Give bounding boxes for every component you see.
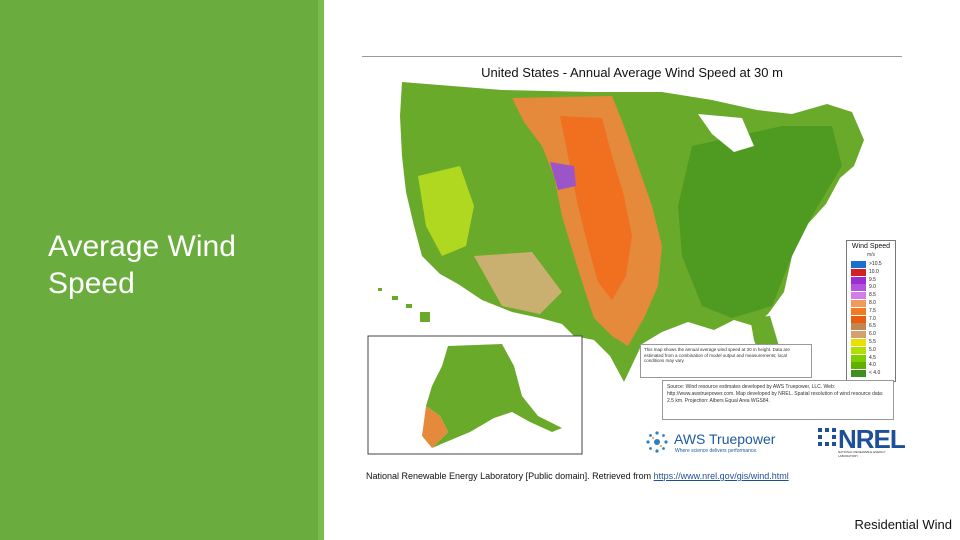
legend-swatch [851,331,866,339]
legend-entry: 8.5 [851,292,891,300]
legend-swatch [851,362,866,370]
legend-entry: 7.5 [851,307,891,316]
legend-unit: m/s [866,252,876,258]
legend-swatch [851,268,866,276]
legend-entry: 4.0 [851,362,891,370]
legend-label: 6.0 [869,331,876,338]
legend-label: 5.0 [869,346,876,353]
legend-entry: >10.5 [851,261,891,269]
legend-swatch [851,315,866,323]
legend-label: 10.0 [869,268,879,275]
legend-swatch [851,339,866,346]
legend-swatch [851,370,866,378]
legend-label: 7.0 [869,315,876,322]
legend-label: 4.0 [869,362,876,369]
legend-label: 7.5 [869,307,876,314]
map-title: United States - Annual Average Wind Spee… [481,65,783,80]
legend-swatch [851,354,866,362]
nrel-grid-icon [818,428,836,446]
sidebar-stripe [318,0,324,540]
map-divider [362,56,902,57]
caption-link[interactable]: https://www.nrel.gov/gis/wind.html [653,471,789,481]
legend-entry: 6.5 [851,323,891,331]
west-yellow [418,166,474,256]
legend-title: Wind Speed [851,243,891,250]
aws-logo-name: AWS Truepower [674,431,776,447]
legend-entry: 10.0 [851,268,891,277]
great-lakes [698,114,754,152]
legend-entry: 9.5 [851,276,891,285]
source-note: Source: Wind resource estimates develope… [662,380,894,420]
wind-speed-legend: Wind Speed m/s >10.5 10.0 9.5 9.0 8.5 8.0 7.5 7… [846,240,896,382]
aws-logo-tagline: Where science delivers performance. [675,448,758,454]
nrel-logo-name: NREL [838,424,906,454]
legend-label: 9.0 [869,284,876,291]
legend-label: >10.5 [869,261,882,267]
legend-entry: 6.0 [851,331,891,339]
image-caption: National Renewable Energy Laboratory [Pu… [366,471,789,481]
legend-entry: 8.0 [851,300,891,308]
slide-footer: Residential Wind [854,517,952,532]
alaska-landmass [426,344,562,448]
legend-label: 8.5 [869,292,876,299]
us-wind-map-graphic [367,82,864,455]
alaska-coast-wind [422,406,448,448]
east-green [678,126,842,318]
legend-label: 9.5 [869,276,876,283]
legend-entry: 4.5 [851,354,891,363]
southwest-tan [474,252,562,314]
legend-label: 4.5 [869,354,876,361]
sidebar-panel [0,0,318,540]
legend-swatch [851,307,866,315]
nrel-logo-tagline: NATIONAL RENEWABLE ENERGY LABORATORY [838,450,886,458]
legend-entry: 5.0 [851,346,891,355]
wind-speed-map: United States - Annual Average Wind Spee… [362,56,906,460]
legend-swatch [851,323,866,331]
aws-burst-icon [646,431,668,453]
hawaii-islands [378,288,430,322]
plains-peak-wind [560,116,632,300]
legend-swatch [851,261,866,268]
legend-swatch [851,284,866,292]
legend-entry: 9.0 [851,284,891,292]
wyoming-purple [550,162,576,190]
legend-label: 6.5 [869,323,876,330]
slide-title: Average Wind Speed [48,230,236,300]
map-note: This map shows the annual average wind s… [640,344,812,378]
legend-swatch [851,276,866,284]
aws-truepower-logo: AWS Truepower Where science delivers per… [644,428,794,456]
nrel-logo: NREL NATIONAL RENEWABLE ENERGY LABORATOR… [818,424,906,458]
legend-swatch [851,292,866,300]
legend-label: 8.0 [869,300,876,306]
legend-swatch [851,300,866,307]
legend-swatch [851,346,866,354]
legend-entry: 5.5 [851,339,891,347]
legend-entry: < 4.0 [851,370,891,378]
caption-text: National Renewable Energy Laboratory [Pu… [366,471,654,481]
legend-label: < 4.0 [869,370,881,377]
legend-label: 5.5 [869,339,876,345]
legend-entry: 7.0 [851,315,891,324]
